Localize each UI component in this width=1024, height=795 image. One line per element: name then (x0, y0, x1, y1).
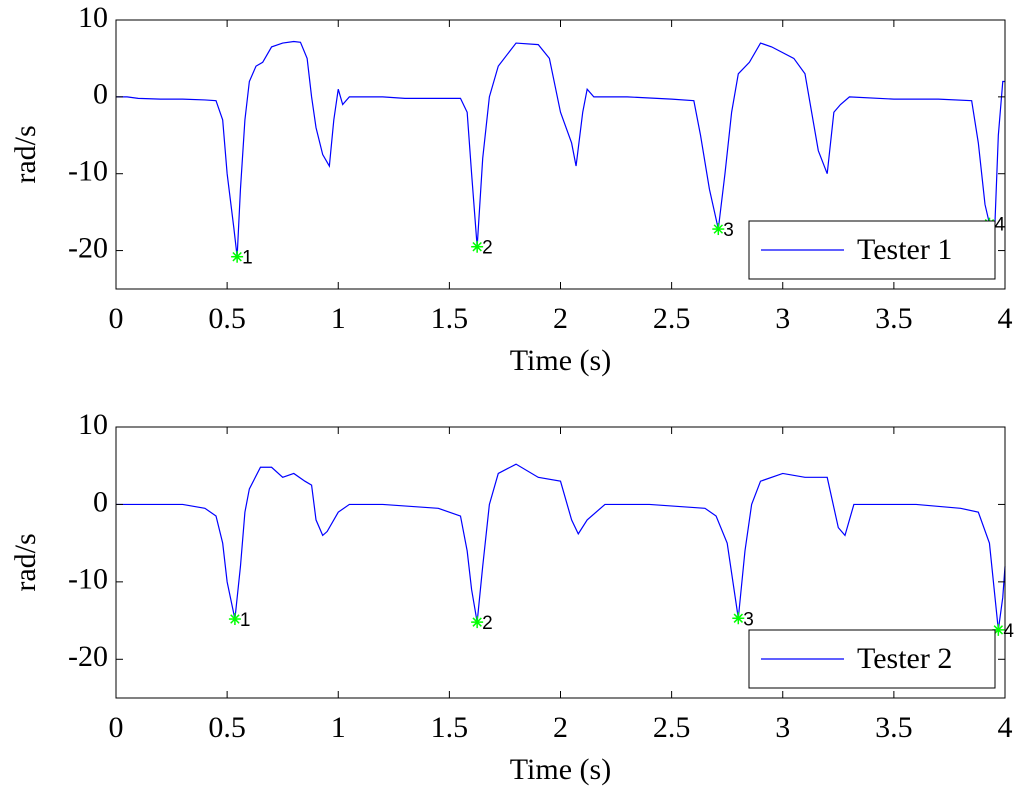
x-tick-label: 4 (998, 711, 1013, 744)
marker-label: 2 (482, 238, 493, 259)
data-line (116, 40, 1005, 257)
marker-stroke (713, 224, 724, 234)
y-tick-label: 10 (78, 1, 108, 34)
marker-stroke (472, 241, 482, 252)
marker-label: 1 (240, 610, 251, 631)
peak-marker (471, 616, 484, 629)
x-axis-label: Time (s) (510, 753, 611, 786)
x-tick-label: 3 (775, 302, 790, 335)
x-tick-label: 1 (331, 711, 346, 744)
x-tick-label: 4 (998, 302, 1013, 335)
marker-label: 3 (723, 220, 734, 241)
x-tick-label: 2 (553, 302, 568, 335)
data-line (116, 463, 1006, 630)
y-tick-label: -10 (68, 563, 108, 596)
x-tick-label: 2 (553, 711, 568, 744)
marker-label: 1 (242, 248, 253, 269)
x-tick-label: 0 (109, 302, 124, 335)
marker-stroke (993, 625, 1004, 635)
x-tick-label: 2.5 (653, 711, 691, 744)
marker-stroke (232, 251, 242, 262)
x-tick-label: 1 (331, 302, 346, 335)
legend-label: Tester 2 (857, 642, 952, 675)
marker-label: 4 (1003, 621, 1014, 642)
y-tick-label: 0 (93, 485, 108, 518)
y-axis-label: rad/s (9, 125, 42, 183)
x-axis-label: Time (s) (510, 344, 611, 377)
y-tick-label: 10 (78, 408, 108, 441)
y-tick-label: -10 (68, 155, 108, 188)
peak-marker (231, 250, 244, 263)
marker-stroke (733, 613, 744, 623)
x-tick-label: 3 (775, 711, 790, 744)
marker-label: 3 (743, 609, 754, 630)
marker-stroke (472, 617, 482, 627)
peak-marker (712, 223, 725, 236)
y-tick-label: -20 (68, 231, 108, 264)
x-tick-label: 0.5 (208, 711, 246, 744)
x-tick-label: 1.5 (431, 711, 469, 744)
peak-marker (471, 240, 484, 253)
x-tick-label: 3.5 (875, 711, 913, 744)
y-tick-label: 0 (93, 78, 108, 111)
marker-stroke (230, 614, 240, 624)
x-tick-label: 1.5 (431, 302, 469, 335)
x-tick-label: 3.5 (875, 302, 913, 335)
peak-marker (228, 613, 241, 626)
peak-marker (732, 612, 745, 625)
x-tick-label: 2.5 (653, 302, 691, 335)
legend-label: Tester 1 (857, 233, 952, 266)
x-tick-label: 0 (109, 711, 124, 744)
y-tick-label: -20 (68, 640, 108, 673)
marker-label: 2 (482, 613, 493, 634)
y-axis-label: rad/s (9, 533, 42, 591)
marker-label: 4 (994, 215, 1005, 236)
x-tick-label: 0.5 (208, 302, 246, 335)
